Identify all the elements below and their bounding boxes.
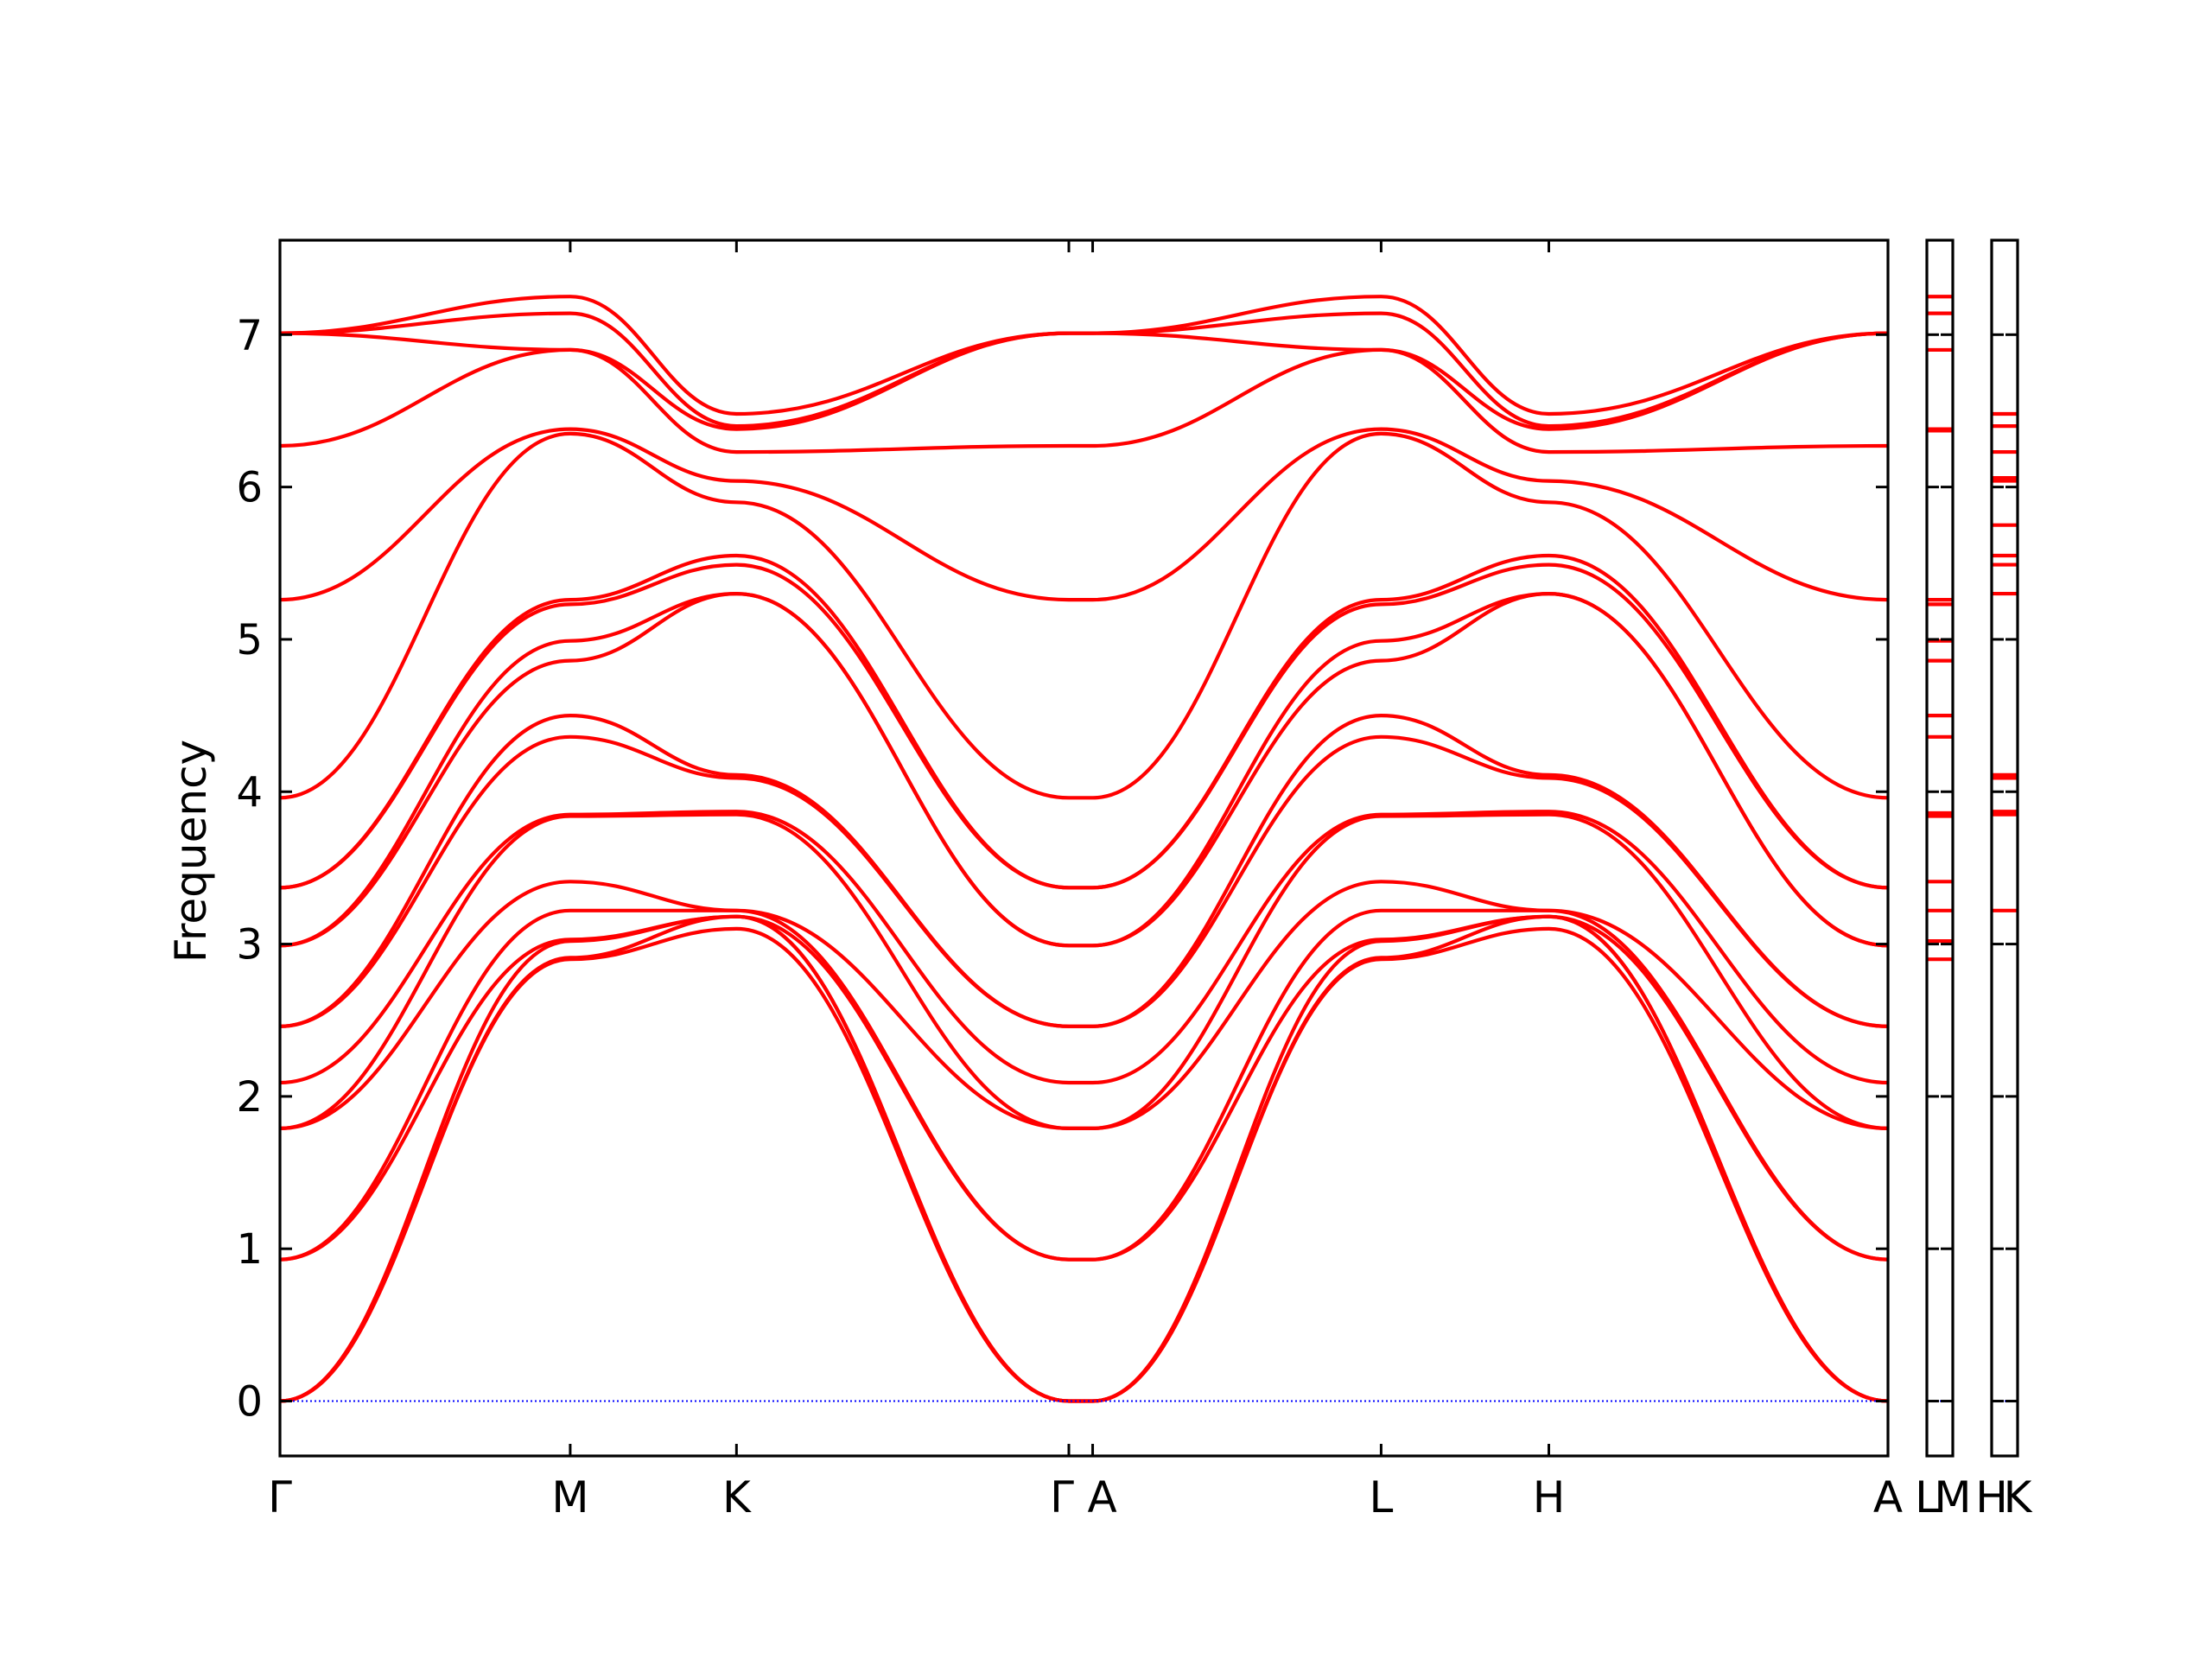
x-tick-label: H <box>1533 1472 1566 1522</box>
x-tick-label: H <box>1975 1472 2008 1522</box>
band-line <box>279 810 1889 1085</box>
x-tick-label: L <box>1915 1472 1939 1522</box>
band-line <box>279 591 1889 948</box>
band-line <box>279 311 1889 429</box>
band-line <box>279 880 1889 1130</box>
x-tick-labels: Γ M K Γ A L H A LM HK <box>268 1472 2033 1522</box>
bands-main-panel <box>279 295 1889 1403</box>
y-tick-label: 1 <box>236 1225 263 1274</box>
x-tick-label: Γ <box>268 1472 292 1522</box>
x-tick-label: A <box>1088 1472 1117 1522</box>
x-tick-label: M <box>1934 1472 1971 1522</box>
y-tick-label: 0 <box>236 1378 263 1427</box>
axes-frames <box>278 238 2019 1458</box>
x-tick-label: Γ <box>1050 1472 1074 1522</box>
axes-frame <box>1990 238 2019 1458</box>
x-tick-label: A <box>1873 1472 1903 1522</box>
y-tick-label: 6 <box>236 464 263 512</box>
axes-frame <box>278 238 1890 1458</box>
x-tick-label: K <box>2004 1472 2033 1522</box>
band-line <box>279 591 1889 948</box>
band-line <box>279 908 1889 1262</box>
axis-ticks <box>278 240 2019 1456</box>
band-line <box>279 431 1889 800</box>
band-line <box>279 713 1889 1028</box>
band-line <box>279 427 1889 602</box>
y-tick-label: 2 <box>236 1073 263 1122</box>
x-tick-label: L <box>1369 1472 1393 1522</box>
y-tick-label: 3 <box>236 921 263 969</box>
band-line <box>279 914 1889 1403</box>
y-tick-label: 5 <box>236 616 263 664</box>
band-line <box>279 331 1889 431</box>
x-tick-label: M <box>551 1472 588 1522</box>
y-axis-label: Frequency <box>166 740 216 963</box>
band-line <box>279 914 1889 1403</box>
x-tick-label: K <box>722 1472 752 1522</box>
y-tick-label: 7 <box>236 311 263 359</box>
bands-hk-panel <box>1992 411 2018 912</box>
band-line <box>279 553 1889 890</box>
y-tick-label: 4 <box>236 768 263 817</box>
bands-lm-panel <box>1927 295 1953 962</box>
band-line <box>279 295 1889 416</box>
band-line <box>279 812 1889 1130</box>
y-tick-labels: 0 1 2 3 4 5 6 7 <box>236 311 263 1426</box>
axes-frame <box>1925 238 1955 1458</box>
